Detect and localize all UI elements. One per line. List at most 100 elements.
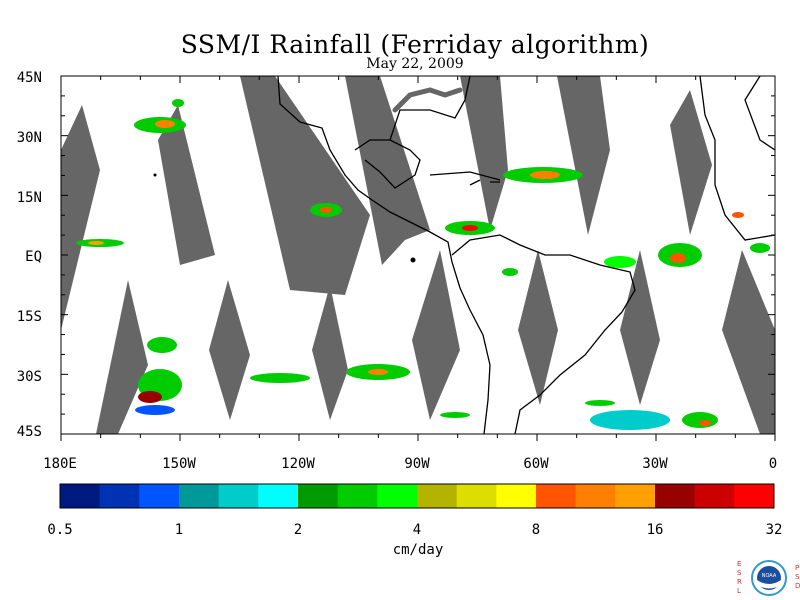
colorbar xyxy=(59,483,775,509)
rain-patch xyxy=(135,405,175,415)
svg-text:S: S xyxy=(795,573,800,581)
colorbar-swatch xyxy=(417,484,458,508)
colorbar-tick-label: 0.5 xyxy=(47,522,73,538)
coastline-americas xyxy=(451,234,636,434)
island-dot xyxy=(153,173,157,177)
colorbar-tick-label: 1 xyxy=(174,522,184,538)
no-data-swaths xyxy=(61,76,775,434)
coastline-americas xyxy=(389,76,471,141)
colorbar-swatch xyxy=(218,484,259,508)
rain-patch xyxy=(670,253,686,263)
no-data-swath xyxy=(620,250,660,405)
colorbar-units: cm/day xyxy=(392,542,444,558)
colorbar-swatch xyxy=(139,484,180,508)
island-dot xyxy=(410,257,416,263)
no-data-swath xyxy=(158,105,215,265)
rain-patch xyxy=(682,412,718,428)
rain-patch xyxy=(440,412,470,418)
colorbar-swatch xyxy=(377,484,418,508)
rain-patch xyxy=(138,391,162,403)
colorbar-tick-label: 2 xyxy=(293,522,303,538)
rain-patch xyxy=(732,212,744,218)
lat-label: 45N xyxy=(16,70,42,86)
no-data-swath xyxy=(722,250,775,434)
rain-patch xyxy=(250,373,310,383)
hudson-bay-outline xyxy=(392,87,463,113)
no-data-swath xyxy=(412,250,460,420)
rain-patch xyxy=(590,410,670,430)
lat-label: 15N xyxy=(16,190,42,206)
lon-label: 180E xyxy=(43,456,77,472)
colorbar-swatch xyxy=(99,484,140,508)
no-data-swath xyxy=(670,90,712,235)
colorbar-swatch xyxy=(734,484,775,508)
svg-text:R: R xyxy=(737,578,742,586)
lat-label: 45S xyxy=(16,424,42,440)
axis-ticks xyxy=(60,75,776,441)
colorbar-swatch xyxy=(456,484,497,508)
colorbar-tick-label: 32 xyxy=(765,522,783,538)
svg-text:NOAA: NOAA xyxy=(762,573,777,579)
no-data-swath xyxy=(209,280,250,420)
rain-patch xyxy=(699,420,711,426)
no-data-swath xyxy=(96,280,148,434)
no-data-swath xyxy=(345,76,430,265)
coastline-caribbean xyxy=(429,171,501,186)
colorbar-swatch xyxy=(298,484,339,508)
rain-patch xyxy=(462,225,478,231)
colorbar-swatch xyxy=(655,484,696,508)
rain-patch xyxy=(604,256,636,268)
lat-label: EQ xyxy=(25,249,42,265)
colorbar-swatch xyxy=(258,484,299,508)
no-data-swath xyxy=(61,105,100,330)
rain-patch xyxy=(155,120,175,128)
colorbar-tick-label: 4 xyxy=(412,522,422,538)
coastline-americas xyxy=(354,139,421,189)
lon-label: 90W xyxy=(404,456,430,472)
rain-patch xyxy=(320,207,332,213)
no-data-swath xyxy=(518,250,558,405)
colorbar-frame xyxy=(59,483,775,509)
coastline-europe xyxy=(744,76,775,151)
lon-label: 0 xyxy=(768,456,778,472)
no-data-swath xyxy=(460,76,508,230)
lon-label: 60W xyxy=(523,456,549,472)
svg-text:D: D xyxy=(795,582,800,590)
rain-patch xyxy=(88,241,104,245)
lon-label: 150W xyxy=(162,456,196,472)
rainfall-patches xyxy=(76,99,770,430)
colorbar-swatch xyxy=(694,484,735,508)
svg-text:S: S xyxy=(737,569,742,577)
svg-text:E: E xyxy=(737,560,741,568)
lat-label: 15S xyxy=(16,309,42,325)
lon-label: 30W xyxy=(642,456,668,472)
colorbar-swatch xyxy=(536,484,577,508)
coastlines xyxy=(277,76,775,434)
coastline-africa xyxy=(699,76,775,241)
colorbar-swatch xyxy=(575,484,616,508)
map-title: SSM/I Rainfall (Ferriday algorithm) xyxy=(180,30,650,59)
colorbar-swatch xyxy=(337,484,378,508)
map-date: May 22, 2009 xyxy=(366,56,464,72)
no-data-swath xyxy=(557,76,610,235)
colorbar-tick-label: 8 xyxy=(531,522,541,538)
rain-patch xyxy=(368,369,388,375)
rain-patch xyxy=(147,337,177,353)
rain-patch xyxy=(585,400,615,406)
colorbar-swatch xyxy=(615,484,656,508)
colorbar-swatch xyxy=(60,484,101,508)
lat-label: 30S xyxy=(16,369,42,385)
colorbar-tick-label: 16 xyxy=(646,522,664,538)
rainfall-map xyxy=(60,75,776,441)
rain-patch xyxy=(530,171,560,179)
no-data-swath xyxy=(240,76,370,295)
svg-text:P: P xyxy=(795,564,799,572)
svg-text:L: L xyxy=(737,587,741,595)
rain-patch xyxy=(750,243,770,253)
lat-label: 30N xyxy=(16,130,42,146)
coastline-americas xyxy=(277,76,491,434)
colorbar-swatch xyxy=(496,484,537,508)
colorbar-swatch xyxy=(179,484,220,508)
lon-label: 120W xyxy=(281,456,315,472)
rain-patch xyxy=(502,268,518,276)
